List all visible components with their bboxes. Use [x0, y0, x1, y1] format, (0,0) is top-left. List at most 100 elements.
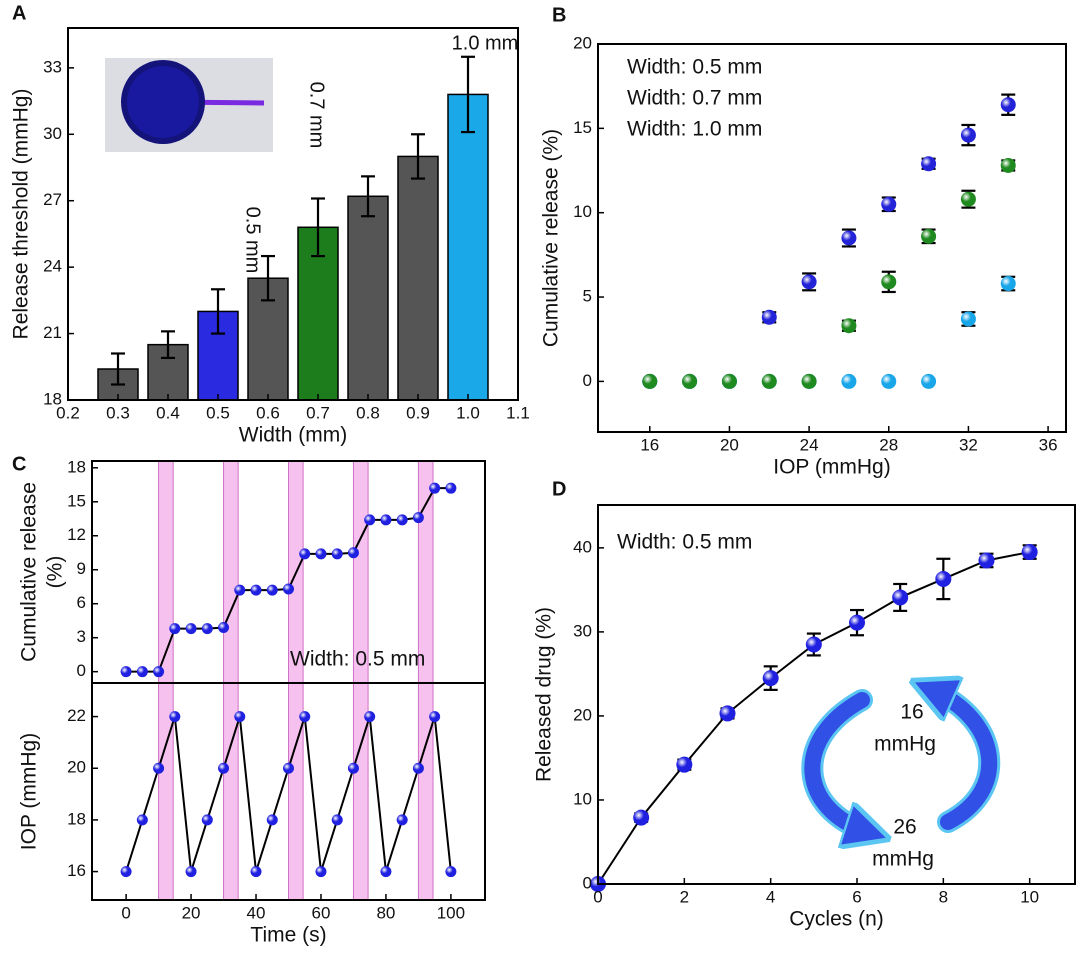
- point: [185, 866, 197, 878]
- point: [218, 762, 230, 774]
- point: [761, 373, 777, 389]
- point: [120, 866, 132, 878]
- point: [805, 636, 822, 653]
- point: [633, 809, 650, 826]
- bar: [397, 155, 439, 401]
- point: [719, 705, 736, 722]
- y-tick-label: 18: [43, 389, 62, 408]
- y-tick-label: 22: [67, 706, 86, 725]
- y-axis-label: Release threshold (mmHg): [10, 89, 33, 340]
- point: [960, 191, 976, 207]
- point: [266, 584, 278, 596]
- point: [315, 548, 327, 560]
- y-axis-label: IOP (mmHg): [18, 733, 41, 850]
- point: [1021, 544, 1038, 561]
- highlight-span: [158, 460, 174, 901]
- point: [283, 583, 294, 595]
- y-tick-label: 12: [67, 525, 86, 544]
- x-tick-label: 0.2: [56, 403, 80, 422]
- y-tick-label: 20: [573, 33, 592, 52]
- point: [1000, 276, 1016, 292]
- annotation: 16: [900, 701, 923, 724]
- x-tick-label: 60: [312, 903, 331, 922]
- point: [1000, 97, 1016, 113]
- point: [315, 866, 327, 878]
- point: [299, 548, 311, 560]
- x-tick-label: 40: [247, 903, 266, 922]
- x-tick-label: 24: [800, 435, 819, 454]
- y-tick-label: 15: [573, 118, 592, 137]
- point: [169, 623, 181, 635]
- point: [682, 373, 698, 389]
- y-tick-label: 30: [573, 621, 592, 640]
- x-tick-label: 36: [1039, 435, 1058, 454]
- y-tick-label: 21: [43, 323, 62, 342]
- point: [380, 866, 392, 878]
- point: [881, 196, 897, 212]
- x-tick-label: 0.4: [156, 403, 180, 422]
- x-tick-label: 6: [852, 887, 861, 906]
- point: [445, 866, 457, 878]
- point: [185, 623, 197, 635]
- x-tick-label: 8: [939, 887, 948, 906]
- highlight-span: [223, 460, 239, 901]
- point: [266, 814, 278, 826]
- annotation: 26: [893, 816, 916, 839]
- y-tick-label: 0: [583, 873, 592, 892]
- panel-label: B: [552, 4, 566, 26]
- point: [396, 814, 408, 826]
- annotation: 0.7 mm: [306, 82, 328, 149]
- y-tick-label: 9: [77, 559, 86, 578]
- point: [429, 711, 441, 723]
- x-tick-label: 0.6: [256, 403, 280, 422]
- point: [153, 762, 165, 774]
- point: [445, 482, 457, 494]
- point: [642, 373, 658, 389]
- point: [960, 311, 976, 327]
- point: [935, 570, 952, 587]
- point: [234, 711, 246, 723]
- annotation: Width: 0.5 mm: [290, 648, 425, 671]
- point: [892, 589, 909, 606]
- highlight-span: [288, 460, 304, 901]
- point: [801, 373, 817, 389]
- point: [120, 666, 132, 678]
- point: [250, 866, 262, 878]
- y-tick-label: 33: [43, 57, 62, 76]
- y-tick-label: 20: [67, 758, 86, 777]
- point: [762, 670, 779, 687]
- y-tick-label: 18: [67, 457, 86, 476]
- x-axis-label: Time (s): [250, 924, 326, 947]
- x-tick-label: 2: [680, 887, 689, 906]
- point: [921, 228, 937, 244]
- point: [676, 756, 693, 773]
- y-tick-label: 18: [67, 809, 86, 828]
- point: [347, 547, 359, 559]
- point: [331, 548, 343, 560]
- x-tick-label: 20: [182, 903, 201, 922]
- x-tick-label: 0: [593, 887, 602, 906]
- point: [250, 584, 262, 596]
- plot-frame: [597, 43, 1067, 433]
- point: [396, 514, 408, 526]
- panel-label: D: [552, 478, 566, 500]
- point: [841, 318, 857, 334]
- point: [234, 584, 246, 596]
- y-tick-label: 0: [583, 371, 592, 390]
- x-tick-label: 0.5: [206, 403, 230, 422]
- point: [201, 814, 213, 826]
- point: [1000, 157, 1016, 173]
- y-axis-label: (%): [44, 556, 67, 589]
- point: [380, 514, 392, 526]
- y-tick-label: 0: [77, 661, 86, 680]
- point: [978, 552, 995, 569]
- point: [801, 274, 817, 290]
- y-axis-label: Cumulative release (%): [540, 129, 563, 347]
- x-tick-label: 0.9: [406, 403, 430, 422]
- point: [921, 156, 937, 172]
- x-tick-label: 32: [959, 435, 978, 454]
- point: [761, 309, 777, 325]
- plot-frame: [67, 27, 519, 401]
- x-tick-label: 100: [437, 903, 465, 922]
